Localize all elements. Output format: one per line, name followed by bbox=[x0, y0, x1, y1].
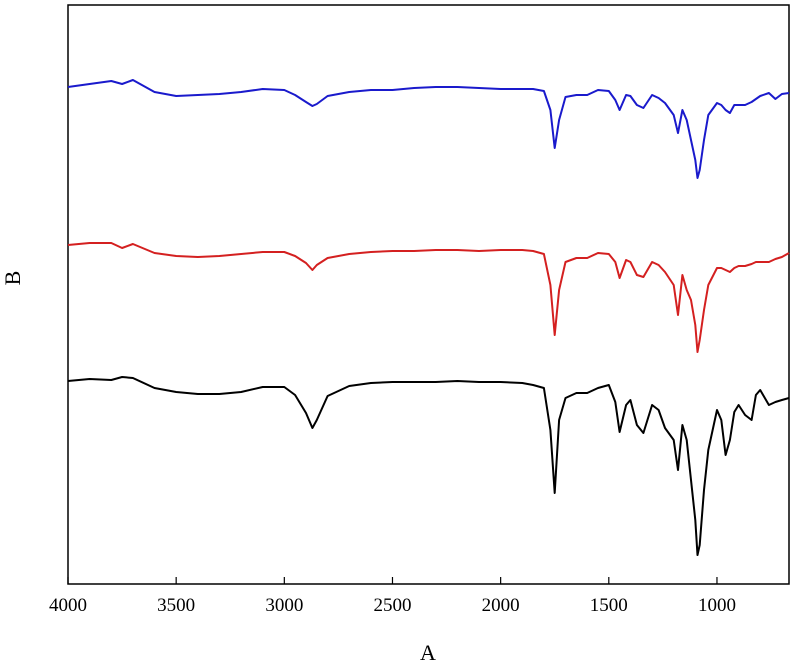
spectrum-line bbox=[67, 79, 790, 179]
x-axis-label: A bbox=[420, 640, 436, 665]
x-tick-label: 3500 bbox=[157, 595, 195, 616]
x-tick-label: 3000 bbox=[265, 595, 303, 616]
spectrum-line bbox=[67, 242, 790, 353]
x-tick-label: 2000 bbox=[482, 595, 520, 616]
y-axis-label: B bbox=[0, 271, 25, 286]
spectrum-line bbox=[67, 376, 790, 556]
x-tick-label: 4000 bbox=[49, 595, 87, 616]
plot-frame bbox=[67, 4, 790, 585]
x-tick-label: 1000 bbox=[698, 595, 736, 616]
x-tick-label: 2500 bbox=[373, 595, 411, 616]
x-tick-label: 1500 bbox=[590, 595, 628, 616]
